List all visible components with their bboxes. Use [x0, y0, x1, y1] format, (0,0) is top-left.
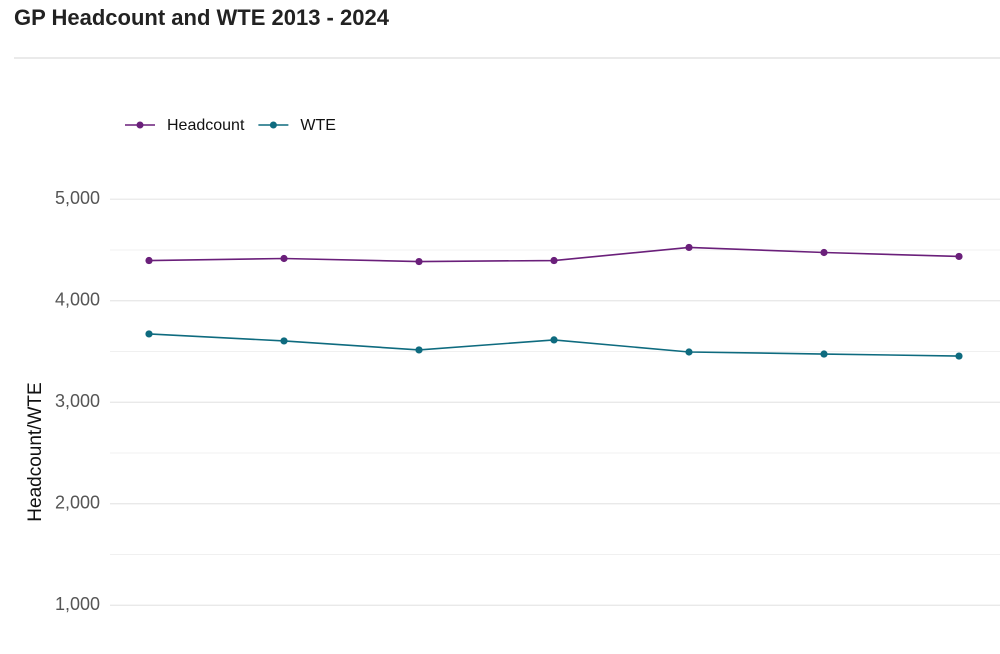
data-point [820, 350, 828, 358]
data-point [280, 254, 288, 263]
y-tick-label: 4,000 [55, 289, 100, 309]
y-tick-label: 3,000 [55, 391, 100, 411]
data-point [415, 346, 423, 354]
y-tick-label: 5,000 [55, 188, 100, 208]
legend-item: WTE [258, 117, 336, 134]
legend-item: Headcount [125, 117, 245, 134]
data-point [685, 243, 693, 252]
legend-marker [136, 121, 144, 129]
data-point [145, 256, 153, 265]
data-point [820, 248, 828, 257]
data-point [415, 257, 423, 266]
data-point [550, 336, 558, 344]
data-point [955, 352, 963, 360]
data-point [955, 252, 963, 261]
data-point [280, 337, 288, 345]
y-axis-label: Headcount/WTE [25, 382, 46, 521]
y-tick-label: 1,000 [55, 594, 100, 614]
data-point [685, 348, 693, 356]
data-point [145, 330, 153, 338]
data-point [550, 256, 558, 265]
legend-label: WTE [300, 117, 336, 134]
y-tick-label: 2,000 [55, 493, 100, 513]
legend-marker [269, 121, 277, 129]
legend-label: Headcount [167, 117, 245, 134]
chart-title: GP Headcount and WTE 2013 - 2024 [14, 5, 390, 30]
